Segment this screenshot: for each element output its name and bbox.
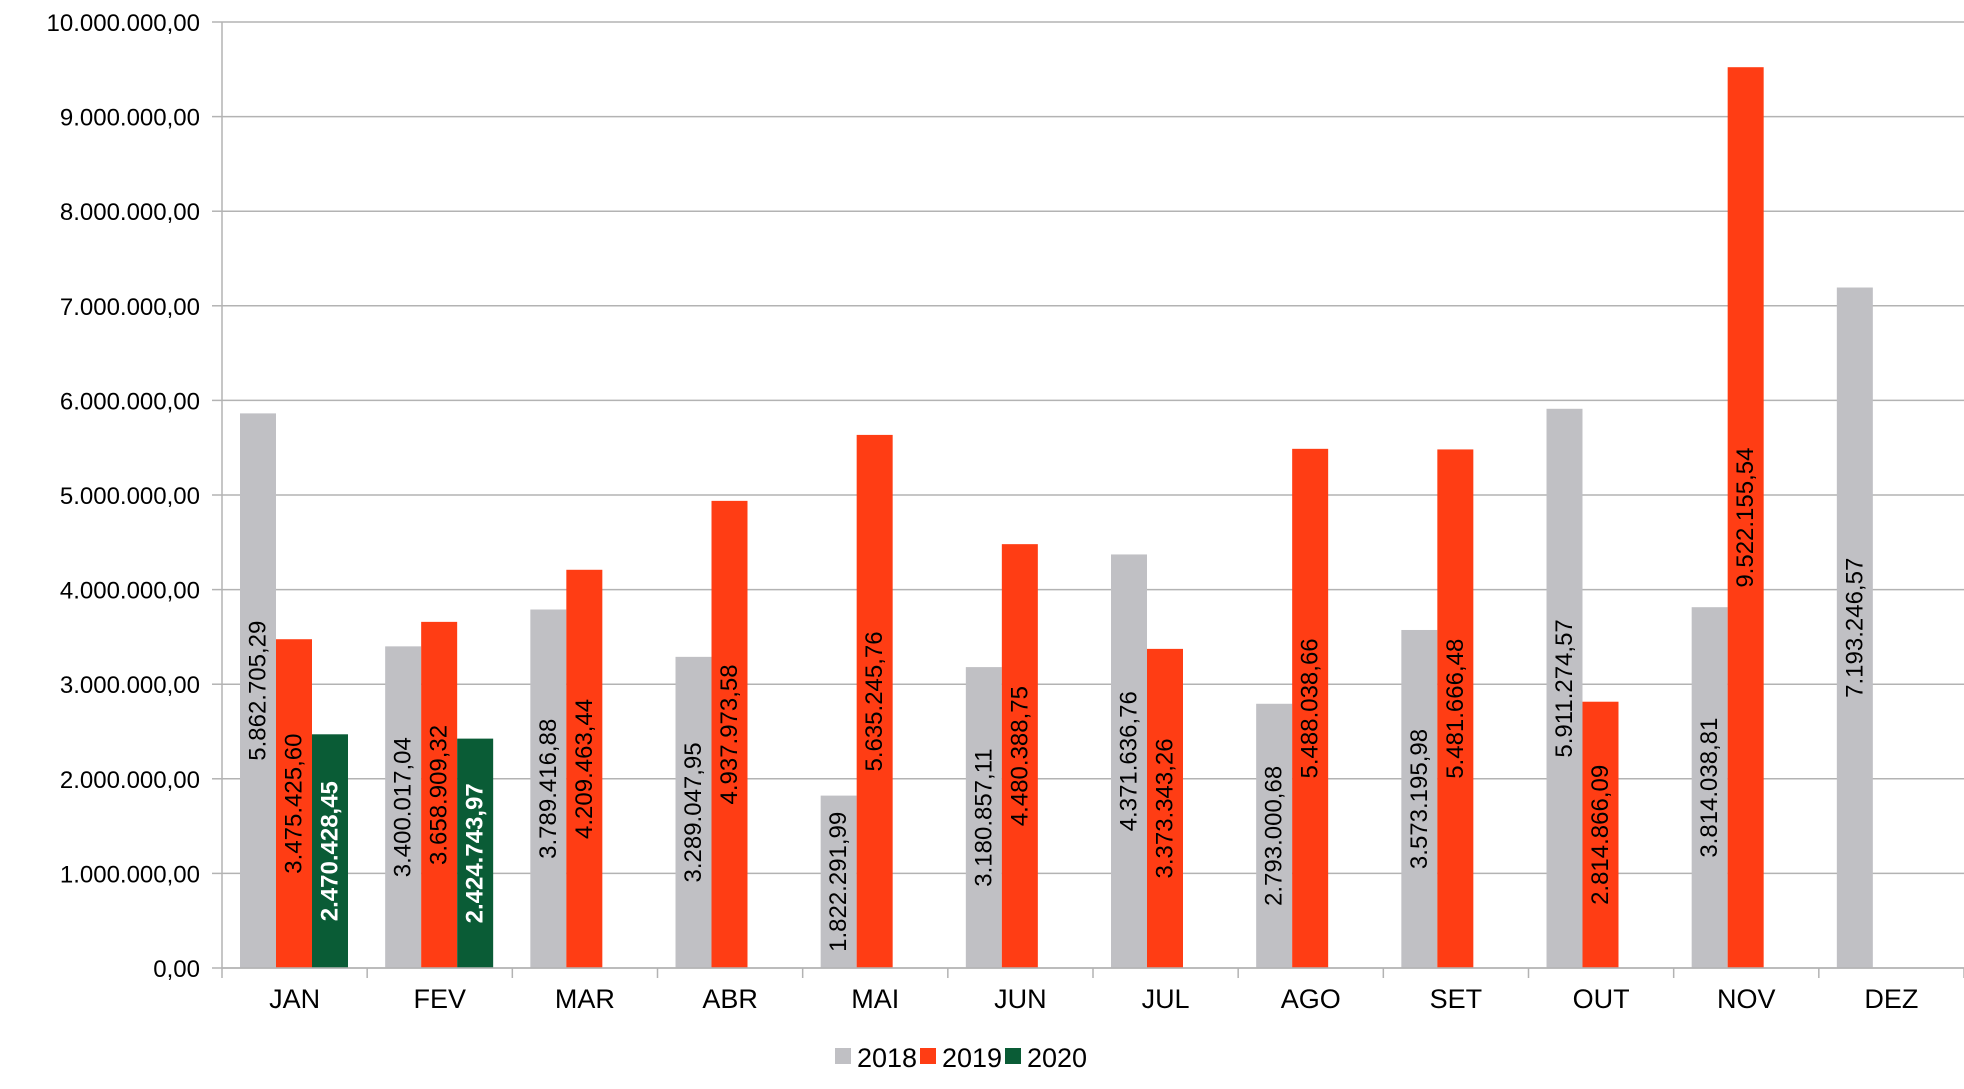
bar-2019-jun [1001,544,1038,968]
data-label-2018-jul: 4.371.636,76 [1116,691,1143,831]
y-tick-label: 7.000.000,00 [60,294,200,321]
y-tick-label: 5.000.000,00 [60,483,200,510]
x-category-label: MAI [851,984,899,1014]
y-tick-label: 0,00 [153,956,200,983]
bar-2019-set [1437,449,1474,969]
x-category-label: FEV [413,984,466,1014]
data-label-2018-dez: 7.193.246,57 [1841,558,1868,698]
bar-2020-jan [312,734,348,968]
bars [240,67,1873,969]
data-label-2018-set: 3.573.195,98 [1406,729,1433,869]
bar-2019-out [1582,701,1619,968]
y-tick-label: 3.000.000,00 [60,672,200,699]
bar-2018-set [1401,629,1438,968]
data-label-2019-ago: 5.488.038,66 [1297,638,1324,778]
data-label-2020-jan: 2.470.428,45 [317,781,344,921]
x-category-label: OUT [1573,984,1630,1014]
data-label-2018-fev: 3.400.017,04 [390,737,417,877]
bar-2019-mai [856,434,893,968]
y-tick-label: 10.000.000,00 [47,10,200,37]
bar-2019-mar [566,569,603,968]
data-labels: 5.862.705,29 3.400.017,04 3.789.416,88 3.28… [245,448,1869,952]
bar-2018-fev [385,646,422,968]
bar-2020-fev [457,738,494,968]
x-category-label: NOV [1717,984,1776,1014]
bar-2018-out [1546,408,1583,968]
data-label-2019-mai: 5.635.245,76 [861,631,888,771]
axes [221,22,1964,978]
bar-2018-abr [675,656,712,968]
data-label-2018-jun: 3.180.857,11 [970,748,997,886]
bar-2019-nov [1727,67,1764,968]
bar-2018-mai [820,795,857,968]
legend-label-2018: 2018 [857,1043,917,1073]
bar-2018-dez [1836,287,1873,968]
x-category-label: MAR [555,984,615,1014]
bar-2019-fev [421,621,458,968]
x-category-label: JUN [994,984,1047,1014]
data-label-2020-fev: 2.424.743,97 [462,783,489,923]
data-label-2019-out: 2.814.866,09 [1587,765,1614,905]
data-label-2019-jul: 3.373.343,26 [1152,738,1179,878]
data-label-2019-jan: 3.475.425,60 [281,734,308,874]
x-category-label: SET [1430,984,1483,1014]
bar-2018-jun [965,667,1002,968]
x-category-label: AGO [1281,984,1341,1014]
bar-2018-mar [530,609,567,968]
legend-swatch-2018 [835,1048,851,1064]
data-label-2019-nov: 9.522.155,54 [1732,448,1759,588]
y-tick-label: 9.000.000,00 [60,105,200,132]
y-tick-label: 6.000.000,00 [60,388,200,415]
x-category-label: JAN [269,984,320,1014]
y-tick-label: 2.000.000,00 [60,767,200,794]
data-label-2018-jan: 5.862.705,29 [245,621,272,761]
gridlines [212,21,1964,969]
data-label-2018-out: 5.911.274,57 [1551,619,1578,757]
y-tick-label: 8.000.000,00 [60,199,200,226]
x-category-label: ABR [702,984,758,1014]
data-label-2018-ago: 2.793.000,68 [1261,766,1288,906]
bar-2019-jul [1147,648,1183,968]
legend: 2018 2019 2020 [835,1043,1087,1073]
data-label-2019-fev: 3.658.909,32 [426,725,453,865]
y-tick-label: 4.000.000,00 [60,578,200,605]
x-axis-category-labels: JAN FEV MAR ABR MAI JUN JUL AGO SET OUT NOV DEZ [269,984,1918,1014]
legend-swatch-2019 [920,1048,936,1064]
bar-2019-jan [276,639,312,968]
y-axis-tick-labels: 0,00 1.000.000,00 2.000.000,00 3.000.000,00… [47,10,200,983]
data-label-2019-mar: 4.209.463,44 [571,699,598,839]
x-category-label: DEZ [1864,984,1918,1014]
data-label-2018-abr: 3.289.047,95 [680,742,707,882]
legend-label-2020: 2020 [1027,1043,1087,1073]
data-label-2019-abr: 4.937.973,58 [716,664,743,804]
data-label-2019-jun: 4.480.388,75 [1006,686,1033,826]
bar-2019-abr [711,500,748,968]
legend-label-2019: 2019 [942,1043,1002,1073]
data-label-2018-mar: 3.789.416,88 [535,719,562,859]
bar-2018-jan [240,413,276,969]
y-tick-label: 1.000.000,00 [60,861,200,888]
data-label-2019-set: 5.481.666,48 [1442,639,1469,779]
bar-2019-ago [1292,448,1329,968]
bar-2018-ago [1256,703,1293,968]
data-label-2018-nov: 3.814.038,81 [1696,718,1723,858]
x-category-label: JUL [1142,984,1190,1014]
data-label-2018-mai: 1.822.291,99 [825,812,852,952]
legend-swatch-2020 [1005,1048,1021,1064]
bar-2018-jul [1111,554,1147,968]
bar-2018-nov [1691,607,1728,968]
